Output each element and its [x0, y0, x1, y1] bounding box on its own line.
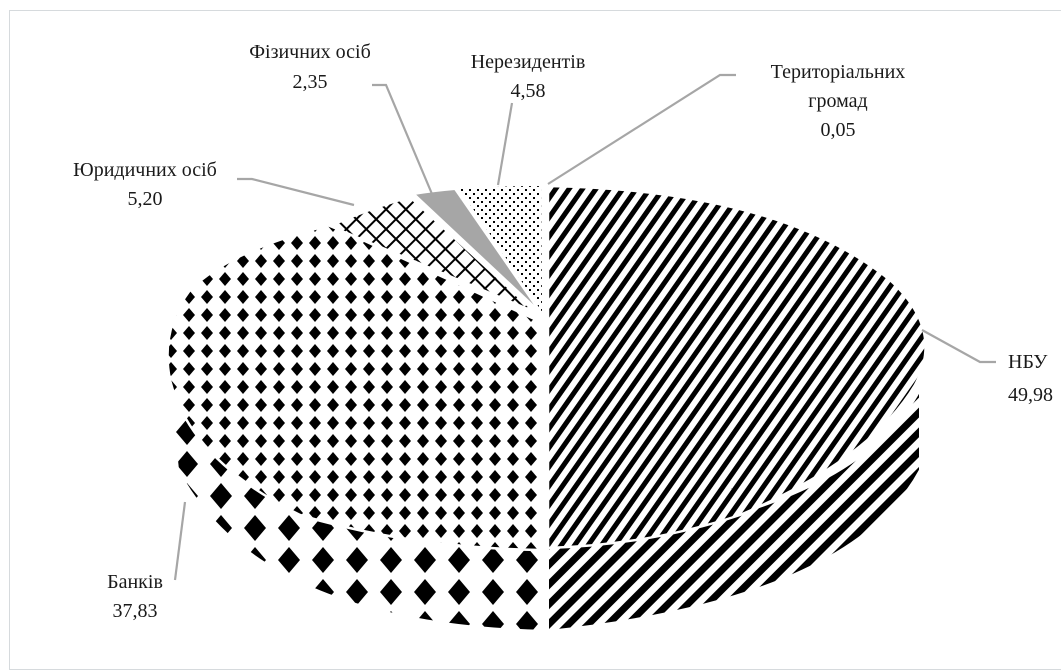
- leader-communities: [547, 73, 736, 185]
- slice-individuals: [411, 187, 541, 313]
- leader-banks: [173, 501, 187, 581]
- label-individuals-value: 2,35: [293, 71, 328, 93]
- label-nonresidents-name: Нерезидентів: [471, 51, 586, 73]
- label-nbu-name: НБУ: [1008, 351, 1048, 373]
- leader-nbu: [921, 329, 996, 364]
- slice-nbu: [546, 184, 927, 550]
- label-legal-name: Юридичних осіб: [73, 159, 217, 181]
- label-nbu-value: 49,98: [1008, 384, 1053, 406]
- label-nonresidents-value: 4,58: [511, 80, 546, 102]
- label-individuals-name: Фізичних осіб: [249, 41, 371, 63]
- label-communities-line1: Територіальних: [771, 61, 906, 83]
- label-communities-line2: громад: [808, 90, 867, 112]
- slice-nonresidents: [456, 183, 545, 319]
- slice-banks: [166, 223, 543, 552]
- slice-legal-entities: [326, 195, 536, 314]
- label-banks-name: Банків: [107, 571, 163, 593]
- leader-individuals: [372, 83, 434, 195]
- label-legal-value: 5,20: [128, 188, 163, 210]
- label-communities-value: 0,05: [821, 119, 856, 141]
- leader-nonresidents: [496, 102, 514, 186]
- leader-legal: [237, 177, 355, 207]
- label-banks-value: 37,83: [113, 600, 158, 622]
